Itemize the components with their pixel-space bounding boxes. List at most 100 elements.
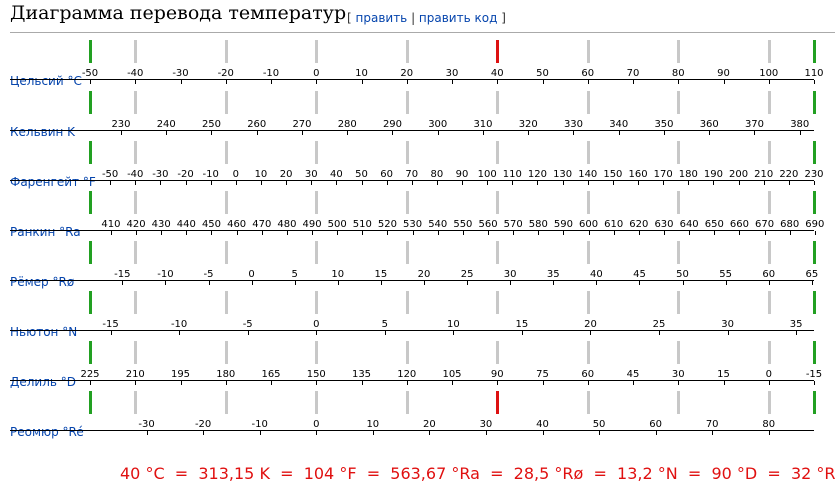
marker-grid <box>224 91 228 114</box>
tick-mark <box>765 231 766 235</box>
tick-mark <box>362 231 363 235</box>
summary-romer: 28,5 °Rø <box>513 464 584 483</box>
tick-mark <box>437 181 438 185</box>
tick-label: 200 <box>729 169 749 180</box>
tick-mark <box>638 181 639 185</box>
tick-mark <box>452 381 453 385</box>
scale-label: Делиль °D <box>10 375 77 389</box>
tick-mark <box>236 181 237 185</box>
tick-mark <box>488 231 489 235</box>
tick-label: 320 <box>518 119 538 130</box>
tick-mark <box>462 181 463 185</box>
tick-mark <box>387 231 388 235</box>
tick-label: 45 <box>633 269 646 280</box>
tick-label: 670 <box>755 219 775 230</box>
tick-mark <box>252 281 253 285</box>
tick-label: 560 <box>478 219 498 230</box>
marker-min <box>89 91 92 114</box>
tick-mark <box>211 231 212 235</box>
tick-label: 90 <box>490 369 504 380</box>
marker-min <box>89 241 92 264</box>
tick-label: -40 <box>127 169 144 180</box>
summary-eq: = <box>767 464 781 483</box>
marker-grid <box>767 40 771 63</box>
tick-label: 75 <box>536 369 549 380</box>
tick-mark <box>588 181 589 185</box>
tick-label: 160 <box>628 169 648 180</box>
tick-label: 100 <box>477 169 497 180</box>
tick-label: 180 <box>216 369 236 380</box>
marker-max <box>813 40 816 63</box>
tick-mark <box>179 331 180 335</box>
tick-label: 40 <box>536 419 549 430</box>
tick-mark <box>211 131 212 135</box>
summary-rankine: 563,67 °Ra <box>390 464 480 483</box>
tick-mark <box>596 281 597 285</box>
tick-mark <box>497 80 498 84</box>
conversion-summary: 40 °C = 313,15 K = 104 °F = 563,67 °Ra =… <box>120 464 835 483</box>
tick-label: 90 <box>455 169 469 180</box>
tick-mark <box>452 80 453 84</box>
tick-label: 620 <box>629 219 649 230</box>
tick-mark <box>362 80 363 84</box>
tick-label: 35 <box>789 319 803 330</box>
tick-label: 50 <box>676 269 689 280</box>
tick-mark <box>438 231 439 235</box>
marker-grid <box>315 40 319 63</box>
tick-mark <box>739 181 740 185</box>
tick-label: 20 <box>584 319 597 330</box>
tick-label: 10 <box>366 419 380 430</box>
tick-label: -20 <box>217 68 234 79</box>
marker-grid <box>405 91 409 114</box>
tick-mark <box>261 181 262 185</box>
tick-mark <box>312 231 313 235</box>
tick-label: 630 <box>654 219 674 230</box>
tick-label: 225 <box>80 369 100 380</box>
title-divider <box>10 32 835 33</box>
tick-label: 290 <box>382 119 403 130</box>
tick-mark <box>362 381 363 385</box>
tick-mark <box>111 331 112 335</box>
marker-min <box>89 40 92 63</box>
tick-mark <box>111 231 112 235</box>
tick-mark <box>814 381 815 385</box>
tick-label: -15 <box>114 269 131 280</box>
tick-mark <box>316 80 317 84</box>
marker-min <box>89 141 92 164</box>
scale-axis <box>10 180 814 181</box>
tick-mark <box>135 80 136 84</box>
tick-mark <box>800 131 801 135</box>
tick-mark <box>429 431 430 435</box>
summary-eq: = <box>687 464 702 483</box>
summary-eq: = <box>280 464 294 483</box>
tick-label: 30 <box>721 319 734 330</box>
tick-label: 25 <box>652 319 666 330</box>
tick-mark <box>678 80 679 84</box>
marker-grid <box>586 141 590 164</box>
tick-label: -40 <box>127 68 144 79</box>
tick-label: 25 <box>460 269 474 280</box>
tick-mark <box>311 181 312 185</box>
marker-grid <box>315 291 319 314</box>
marker-grid <box>405 241 409 264</box>
marker-grid <box>405 341 409 364</box>
tick-mark <box>522 331 523 335</box>
tick-mark <box>689 231 690 235</box>
tick-label: 20 <box>279 169 293 180</box>
edit-code-link[interactable]: править код <box>418 11 498 25</box>
tick-label: 150 <box>603 169 623 180</box>
edit-link[interactable]: править <box>355 11 408 25</box>
tick-label: 80 <box>430 169 444 180</box>
tick-mark <box>814 80 815 84</box>
tick-label: 110 <box>502 169 522 180</box>
tick-label: 230 <box>111 119 131 130</box>
tick-mark <box>122 281 123 285</box>
tick-label: 10 <box>446 319 460 330</box>
tick-mark <box>678 381 679 385</box>
tick-label: 600 <box>579 219 599 230</box>
tick-mark <box>588 80 589 84</box>
tick-mark <box>528 131 529 135</box>
marker-grid <box>405 391 409 414</box>
tick-mark <box>381 281 382 285</box>
tick-mark <box>373 431 374 435</box>
